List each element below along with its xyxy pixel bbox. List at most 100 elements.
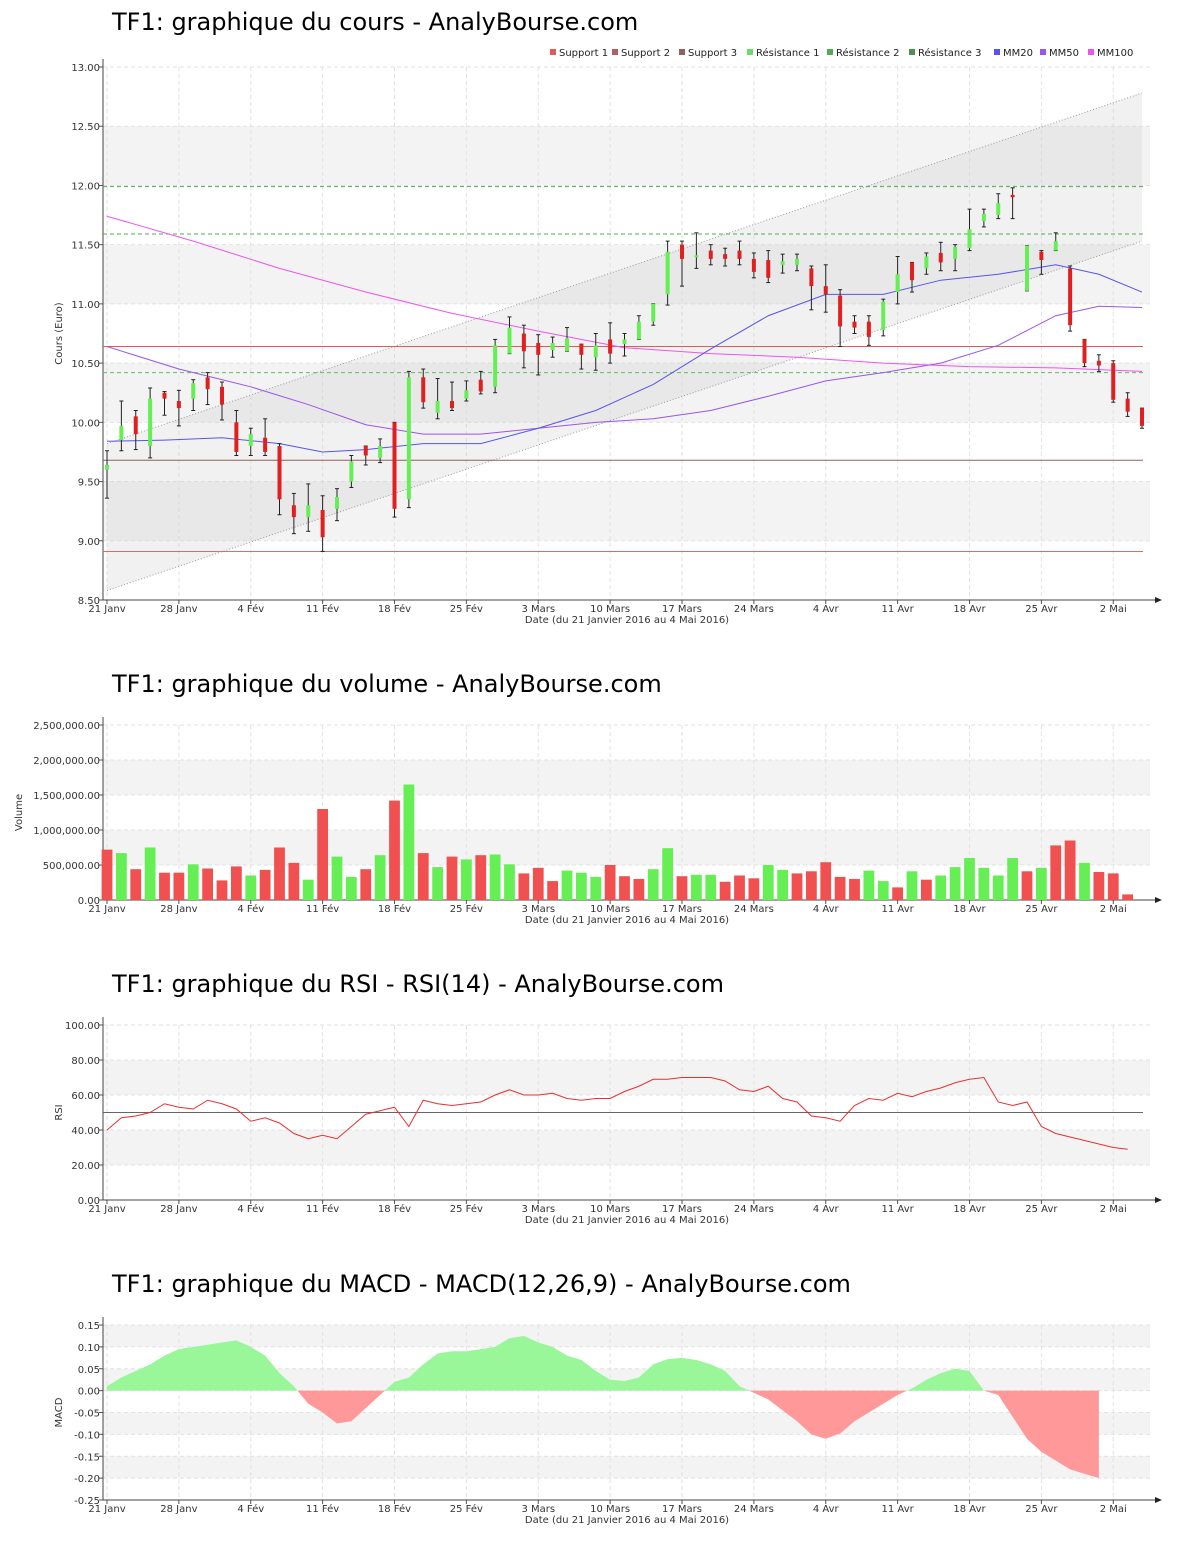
candle-body — [1039, 251, 1044, 261]
volume-y-tick-label: 2,500,000.00 — [33, 721, 100, 732]
macd-y-tick-label: -0.05 — [74, 1409, 100, 1420]
candle-body — [924, 256, 929, 269]
rsi-x-tick-label: 24 Mars — [734, 1204, 774, 1215]
candle-body — [565, 338, 569, 352]
price-x-tick-label: 24 Mars — [734, 604, 774, 615]
volume-bar — [590, 876, 602, 900]
legend-swatch — [550, 49, 556, 55]
rsi-x-tick-label: 28 Janv — [160, 1204, 197, 1215]
mm50-line — [106, 305, 1143, 435]
candle-body — [291, 505, 296, 518]
legend-swatch — [1040, 49, 1046, 55]
volume-x-tick-label: 25 Fév — [450, 903, 483, 915]
macd-x-tick-label: 24 Mars — [734, 1504, 774, 1515]
volume-bar — [633, 879, 645, 900]
price-x-tick-label: 4 Fév — [237, 603, 264, 615]
macd-negative-area — [297, 1390, 385, 1424]
volume-bar — [734, 875, 745, 900]
legend-swatch — [747, 49, 753, 55]
candle-body — [105, 464, 109, 470]
price-chart: 13.00 12.50 12.00 11.50 11.00 10.50 10.00 9.50 9… — [54, 47, 1162, 626]
price-x-tick-label: 25 Avr — [1025, 604, 1058, 615]
volume-bar — [791, 873, 803, 900]
volume-bar — [935, 875, 947, 900]
candle-body — [622, 339, 627, 345]
candle-body — [220, 386, 224, 405]
price-x-tick-label: 28 Janv — [160, 604, 197, 615]
candle-body — [881, 301, 886, 330]
candle-body — [320, 509, 325, 538]
candle-body — [162, 392, 167, 399]
candle-body — [248, 434, 253, 447]
macd-y-tick-label: 0.15 — [78, 1321, 100, 1332]
candle-body — [148, 398, 153, 447]
volume-bar — [274, 847, 285, 900]
candle-body — [536, 342, 541, 355]
volume-bar — [676, 876, 688, 900]
rsi-x-tick-label: 11 Fév — [306, 1203, 339, 1215]
macd-x-axis-label: Date (du 21 Janvier 2016 au 4 Mai 2016) — [525, 1515, 729, 1526]
legend-label: Résistance 2 — [836, 47, 899, 59]
macd-y-tick-label: 0.10 — [78, 1343, 100, 1354]
volume-bar — [762, 865, 774, 900]
rsi-x-tick-label: 25 Fév — [450, 1203, 483, 1215]
macd-grid-band — [103, 1368, 1150, 1391]
candle-body — [823, 286, 828, 295]
volume-bar — [920, 879, 932, 900]
volume-bar — [130, 869, 142, 900]
candle-body — [981, 213, 986, 221]
volume-x-tick-label: 10 Mars — [590, 904, 630, 915]
rsi-grid-band — [103, 1130, 1150, 1165]
rsi-y-tick-label: 80.00 — [71, 1056, 100, 1067]
volume-bar — [619, 876, 630, 900]
macd-x-tick-label: 18 Avr — [953, 1504, 986, 1515]
volume-bar — [389, 800, 400, 900]
mm20-line — [106, 264, 1143, 453]
candle-body — [579, 344, 584, 355]
volume-y-tick-label: 1,000,000.00 — [33, 826, 100, 837]
volume-bar — [216, 880, 228, 900]
candle-body — [1096, 360, 1101, 366]
price-x-tick-label: 3 Mars — [521, 604, 555, 615]
macd-x-tick-label: 17 Mars — [662, 1504, 702, 1515]
volume-x-tick-label: 18 Fév — [378, 903, 411, 915]
rsi-grid-band — [103, 1060, 1150, 1095]
price-grid-band — [103, 244, 1150, 304]
macd-x-tick-label: 18 Fév — [378, 1503, 411, 1515]
legend-label: Support 2 — [621, 48, 670, 59]
candle-body — [1068, 268, 1073, 326]
macd-positive-area — [384, 1335, 750, 1391]
volume-x-tick-label: 24 Mars — [734, 904, 774, 915]
volume-bar — [547, 881, 559, 900]
volume-bar — [964, 858, 975, 900]
legend-swatch — [1088, 49, 1094, 55]
volume-bar — [202, 868, 214, 900]
volume-bar — [532, 867, 544, 900]
price-y-tick-label: 10.00 — [71, 418, 100, 429]
volume-bar — [259, 869, 271, 900]
volume-bar — [1007, 858, 1019, 900]
candle-body — [1082, 339, 1087, 364]
price-y-axis-label: Cours (Euro) — [54, 302, 65, 365]
candle-body — [335, 496, 339, 509]
volume-bar — [1021, 871, 1033, 900]
volume-bar — [115, 853, 127, 900]
candle-body — [133, 416, 138, 435]
price-x-axis-label: Date (du 21 Janvier 2016 au 4 Mai 2016) — [525, 615, 729, 626]
macd-grid-band — [103, 1456, 1150, 1479]
candle-body — [895, 274, 900, 293]
rsi-x-tick-label: 18 Avr — [953, 1204, 986, 1215]
price-x-tick-label: 11 Avr — [882, 604, 915, 615]
volume-bar — [504, 864, 515, 900]
volume-bar — [705, 874, 717, 900]
price-y-tick-label: 13.00 — [71, 63, 100, 74]
rsi-y-tick-label: 20.00 — [71, 1161, 100, 1172]
candle-body — [521, 333, 526, 352]
volume-x-tick-label: 4 Fév — [237, 903, 264, 915]
macd-y-axis-label: MACD — [54, 1397, 65, 1427]
rsi-x-tick-label: 2 Mai — [1100, 1204, 1127, 1215]
candle-body — [493, 345, 498, 387]
candle-body — [119, 425, 124, 441]
rsi-x-tick-label: 4 Avr — [813, 1204, 840, 1215]
rsi-x-tick-label: 18 Fév — [378, 1203, 411, 1215]
